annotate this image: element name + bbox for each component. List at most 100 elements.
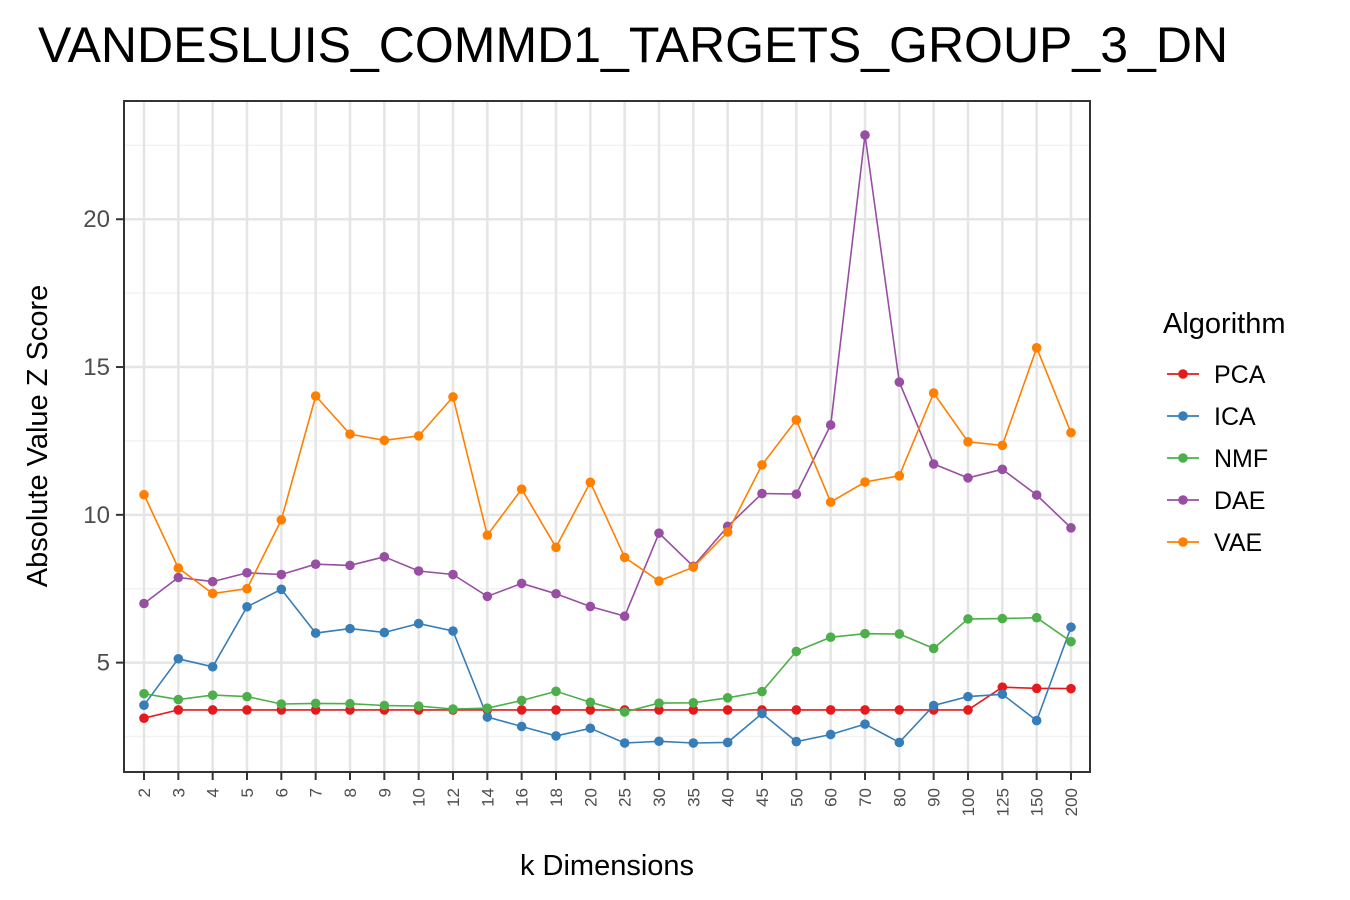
vae-point [345, 429, 355, 439]
nmf-point [516, 695, 527, 706]
series-vae [139, 343, 1076, 599]
x-tick-label: 60 [822, 788, 841, 807]
nmf-point [276, 699, 287, 709]
ica-point [963, 691, 973, 702]
vae-point [482, 530, 493, 541]
nmf-point [413, 701, 424, 711]
series-dae [139, 130, 1076, 622]
chart-title: VANDESLUIS_COMMD1_TARGETS_GROUP_3_DN [38, 17, 1228, 73]
nmf-line [143, 616, 1072, 713]
ica-point [413, 618, 424, 629]
x-tick-label: 3 [169, 788, 188, 797]
dae-point [928, 459, 939, 469]
ica-point [1031, 715, 1042, 726]
vae-point [928, 388, 939, 398]
x-tick-label: 200 [1062, 788, 1081, 816]
y-axis-title: Absolute Value Z Score [22, 285, 54, 588]
ica-point [379, 627, 390, 638]
vae-point [688, 562, 699, 572]
vae-point [860, 477, 870, 487]
y-tick-label: 15 [83, 354, 110, 381]
dae-point [448, 569, 458, 580]
pca-point [654, 705, 664, 715]
ica-line [143, 588, 1072, 744]
legend-label: NMF [1214, 445, 1268, 473]
nmf-point [791, 646, 802, 657]
plot-border [123, 100, 1091, 773]
ica-point [757, 708, 767, 719]
vae-point [379, 435, 390, 446]
x-axis: 2 3 4 5 6 7 8 9 10 12 14 16 18 20 25 30 35 40 45 50 60 70 80 90… [135, 772, 1081, 816]
ica-point [585, 723, 596, 734]
nmf-point [757, 686, 767, 697]
series-nmf [139, 612, 1076, 717]
x-tick-label: 2 [135, 788, 154, 797]
dae-point [242, 567, 252, 578]
ica-point [448, 626, 458, 636]
vae-point [654, 576, 664, 586]
ica-point [997, 689, 1008, 700]
dae-point [654, 528, 664, 538]
pca-point [242, 705, 252, 715]
dae-point [894, 377, 905, 387]
vae-point [516, 484, 527, 494]
ica-point [825, 729, 836, 740]
nmf-point [619, 707, 630, 717]
dae-point [585, 601, 596, 612]
x-tick-label: 16 [513, 788, 532, 807]
x-tick-label: 5 [238, 788, 257, 797]
nmf-point [997, 613, 1008, 624]
x-tick-label: 40 [719, 788, 738, 807]
x-tick-label: 100 [959, 788, 978, 816]
pca-point [791, 705, 802, 715]
grid-major [124, 101, 1090, 772]
dae-point [173, 572, 184, 583]
vae-point [757, 460, 767, 470]
legend-label: ICA [1214, 403, 1256, 431]
dae-point [551, 588, 561, 599]
dae-point [860, 130, 870, 140]
dae-point [516, 578, 527, 589]
ica-point [722, 737, 733, 748]
legend-label: VAE [1214, 529, 1262, 557]
nmf-point [722, 693, 733, 703]
dae-point [1031, 490, 1042, 500]
legend-label: DAE [1214, 487, 1265, 515]
dae-point [791, 489, 802, 499]
legend-item-dae: DAE [1167, 487, 1265, 515]
vae-point [207, 588, 218, 599]
nmf-point [1031, 612, 1042, 623]
ica-point [516, 721, 527, 732]
y-tick-label: 10 [83, 502, 110, 529]
vae-point [276, 515, 287, 525]
x-tick-label: 4 [204, 788, 223, 797]
legend: Algorithm PCA ICA NMF DAE VAE [1163, 308, 1286, 557]
ica-point [173, 653, 184, 664]
x-tick-label: 7 [307, 788, 326, 797]
x-tick-label: 80 [890, 788, 909, 807]
dae-point [619, 611, 630, 622]
x-tick-label: 10 [410, 788, 429, 807]
legend-key-point [1178, 495, 1188, 505]
nmf-point [825, 632, 836, 643]
x-tick-label: 9 [375, 788, 394, 797]
legend-key-point [1178, 369, 1188, 379]
ica-point [551, 731, 561, 741]
legend-item-vae: VAE [1167, 529, 1262, 557]
vae-point [139, 489, 149, 500]
pca-point [997, 682, 1008, 692]
nmf-point [654, 698, 664, 708]
x-tick-label: 70 [856, 788, 875, 807]
x-tick-label: 6 [272, 788, 291, 797]
dae-point [482, 591, 493, 602]
ica-point [894, 737, 905, 748]
ica-point [310, 628, 321, 638]
x-tick-label: 12 [444, 788, 463, 807]
nmf-point [963, 614, 973, 624]
pca-point [688, 705, 699, 715]
pca-line [143, 686, 1072, 719]
x-tick-label: 25 [616, 788, 635, 807]
dae-point [1066, 523, 1076, 533]
x-tick-label: 14 [478, 788, 497, 807]
